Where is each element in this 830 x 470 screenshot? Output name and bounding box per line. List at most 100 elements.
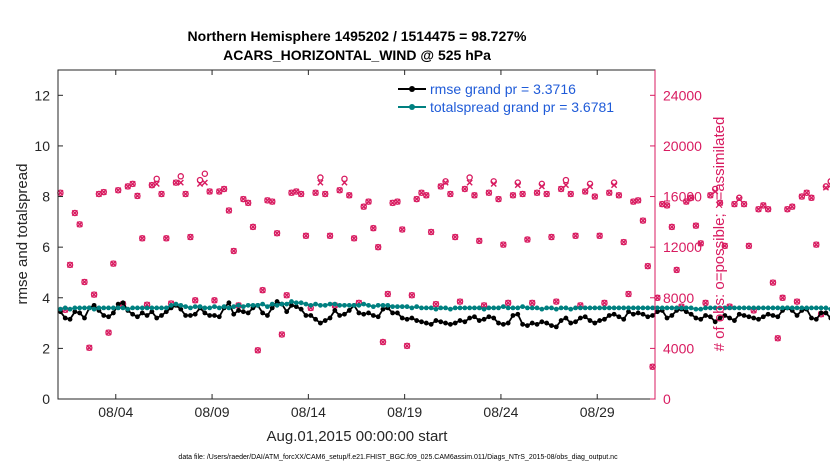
y-tick-label: 12 <box>34 87 50 103</box>
obs-possible-point <box>697 240 704 247</box>
totalspread-point <box>337 302 343 308</box>
rmse-point <box>322 318 328 323</box>
totalspread-point <box>106 305 111 311</box>
rmse-point <box>419 319 424 325</box>
obs-possible-point <box>384 290 392 298</box>
obs-assimilated-point <box>360 203 367 210</box>
totalspread-point <box>72 305 78 311</box>
obs-assimilated-point <box>148 182 155 189</box>
data-file-footer: data file: /Users/raeder/DAI/ATM_forcXX/… <box>178 454 618 461</box>
obs-assimilated-point <box>755 206 762 213</box>
obs-assimilated-point <box>683 198 690 205</box>
totalspread-point <box>727 305 733 311</box>
totalspread-point <box>476 305 482 311</box>
rmse-point <box>77 310 83 316</box>
obs-assimilated-point <box>586 183 594 190</box>
totalspread-point <box>317 302 323 308</box>
totalspread-point <box>577 305 583 311</box>
obs-assimilated-point <box>115 187 122 194</box>
obs-assimilated-point <box>572 232 579 239</box>
rmse-point <box>183 313 188 318</box>
obs-possible-point <box>798 193 806 200</box>
obs-assimilated-point <box>403 342 411 349</box>
rmse-point <box>293 304 299 310</box>
rmse-point <box>327 315 333 321</box>
rmse-point <box>212 313 217 318</box>
rmse-point <box>101 313 107 318</box>
x-tick-label: 08/04 <box>98 404 133 420</box>
totalspread-point <box>380 302 386 308</box>
totalspread-point <box>539 306 545 312</box>
totalspread-point <box>313 301 318 307</box>
obs-assimilated-point <box>254 347 261 354</box>
obs-assimilated-point <box>673 266 680 274</box>
obs-possible-point <box>187 233 194 241</box>
obs-possible-point <box>808 194 815 202</box>
obs-possible-point <box>427 228 435 236</box>
obs-assimilated-point <box>230 247 237 255</box>
obs-assimilated-point <box>442 179 449 186</box>
rmse-point <box>399 315 405 321</box>
obs-possible-point <box>211 297 218 304</box>
rmse-point <box>544 320 550 326</box>
obs-possible-point <box>182 190 189 198</box>
obs-assimilated-point <box>813 241 820 248</box>
obs-possible-point <box>360 203 367 210</box>
totalspread-point <box>163 305 169 311</box>
rmse-point <box>722 313 728 318</box>
totalspread-point <box>197 304 203 310</box>
obs-assimilated-point <box>192 297 199 304</box>
totalspread-point <box>255 302 261 308</box>
rmse-point <box>510 313 516 318</box>
obs-assimilated-point <box>413 195 420 203</box>
obs-assimilated-point <box>606 189 613 196</box>
totalspread-series <box>58 299 830 312</box>
totalspread-point <box>505 305 511 311</box>
rmse-point <box>231 311 237 317</box>
rmse-point <box>592 320 598 326</box>
rmse-point <box>395 310 400 316</box>
totalspread-point <box>804 305 810 311</box>
x-tick-label: 08/29 <box>580 404 615 420</box>
rmse-point <box>139 310 145 316</box>
rmse-point <box>525 323 530 329</box>
totalspread-point <box>712 305 718 311</box>
totalspread-point <box>592 305 598 311</box>
obs-possible-point <box>553 298 560 305</box>
obs-possible-point <box>567 190 574 198</box>
obs-assimilated-point <box>139 235 146 242</box>
obs-possible-point <box>572 232 579 240</box>
obs-possible-point <box>755 205 762 213</box>
obs-assimilated-point <box>76 221 83 228</box>
obs-possible-point <box>476 237 483 245</box>
obs-assimilated-point <box>716 199 724 206</box>
totalspread-point <box>260 301 266 307</box>
obs-possible-point <box>76 221 83 228</box>
obs-assimilated-point <box>822 184 830 191</box>
rmse-point <box>597 318 603 323</box>
y-tick-label: 0 <box>42 391 50 407</box>
totalspread-point <box>568 306 574 312</box>
obs-assimilated-point <box>789 203 796 210</box>
totalspread-point <box>236 302 241 308</box>
totalspread-point <box>544 305 550 311</box>
rmse-point <box>67 316 73 322</box>
rmse-point <box>703 313 708 318</box>
rmse-point <box>370 313 376 318</box>
totalspread-point <box>284 301 290 307</box>
obs-possible-point <box>668 223 676 231</box>
rmse-point <box>563 315 569 321</box>
rmse-point <box>342 311 347 317</box>
rmse-point <box>760 314 766 320</box>
obs-assimilated-point <box>731 201 738 208</box>
totalspread-point <box>423 305 429 311</box>
obs-possible-point <box>721 242 729 250</box>
rmse-point <box>587 318 593 323</box>
y2-axis-label: # of obs: o=possible; ×=assimilated <box>711 117 728 352</box>
rmse-point <box>481 316 487 322</box>
obs-assimilated-point <box>312 189 319 196</box>
totalspread-point <box>809 305 814 311</box>
totalspread-point <box>823 305 829 311</box>
totalspread-point <box>674 305 680 311</box>
obs-assimilated-point <box>317 179 324 186</box>
